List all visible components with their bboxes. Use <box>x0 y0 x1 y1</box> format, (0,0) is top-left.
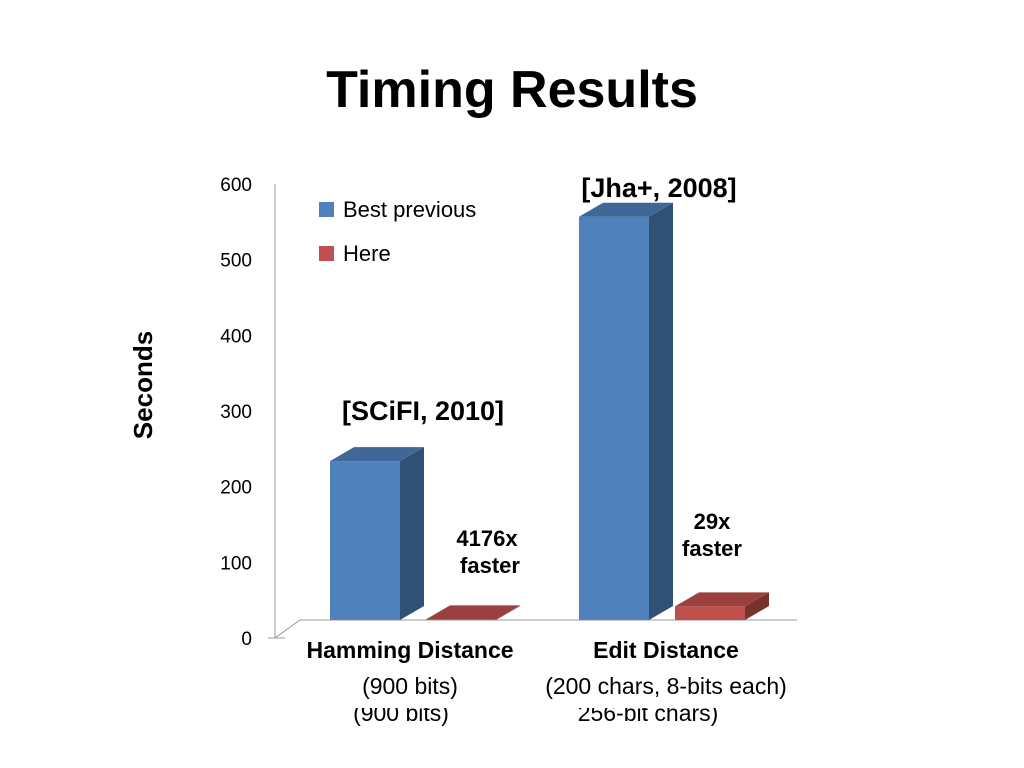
source-annotation-hamming: [SCiFI, 2010] <box>342 396 504 426</box>
legend-label-best-previous: Best previous <box>343 197 476 222</box>
slide-title: Timing Results <box>326 61 698 119</box>
speedup-hamming-line2: faster <box>460 553 520 578</box>
y-tick-label: 500 <box>220 251 252 272</box>
category-label-edit: Edit Distance <box>593 637 739 663</box>
y-tick-label: 300 <box>220 402 252 423</box>
legend-swatch-best-previous <box>319 202 334 217</box>
legend: Best previous Here <box>319 197 476 266</box>
y-tick-label: 600 <box>220 175 252 196</box>
y-tick-label: 200 <box>220 478 252 499</box>
category-sublabel-hamming: (900 bits) <box>362 673 458 699</box>
y-axis-label: Seconds <box>128 331 158 439</box>
y-tick-label: 0 <box>241 629 252 650</box>
bars <box>330 202 769 621</box>
speedup-edit-line2: faster <box>682 536 742 561</box>
bar-best-previous-0 <box>330 447 424 620</box>
category-sublabel-edit: (200 chars, 8-bits each) <box>545 673 787 699</box>
y-axis-ticks: 0 100 200 300 400 500 600 <box>220 175 252 650</box>
y-tick-label: 400 <box>220 326 252 347</box>
ghost-mask <box>280 696 840 708</box>
bar-best-previous-1 <box>579 202 673 621</box>
speedup-edit-line1: 29x <box>694 509 731 534</box>
source-annotation-edit: [Jha+, 2008] <box>581 173 736 203</box>
category-label-hamming: Hamming Distance <box>306 637 513 663</box>
y-tick-label: 100 <box>220 553 252 574</box>
bar-here-0 <box>426 605 520 620</box>
speedup-hamming-line1: 4176x <box>456 526 518 551</box>
legend-label-here: Here <box>343 241 391 266</box>
legend-swatch-here <box>319 246 334 261</box>
bar-here-1 <box>675 592 769 620</box>
